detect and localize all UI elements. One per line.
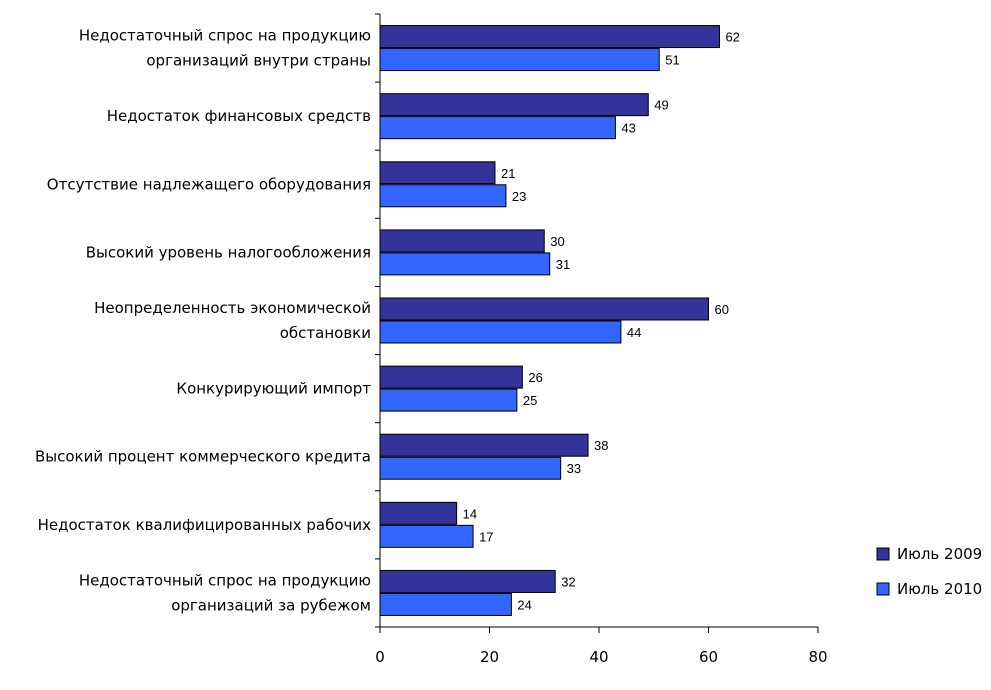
data-label: 33 — [567, 461, 581, 476]
bar-jul2009 — [379, 161, 496, 185]
bar-jul2010 — [379, 48, 660, 72]
data-label: 23 — [512, 189, 526, 204]
data-label: 26 — [528, 370, 542, 385]
category-label: Неопределенность экономической — [94, 299, 371, 317]
legend-label: Июль 2010 — [897, 580, 982, 598]
data-label: 60 — [715, 302, 729, 317]
bar-jul2009 — [379, 229, 545, 253]
x-tick-label: 40 — [589, 648, 608, 666]
data-label: 24 — [517, 597, 531, 612]
legend-swatch — [876, 582, 890, 596]
data-label: 49 — [654, 98, 668, 113]
data-label: 31 — [556, 257, 570, 272]
category-label: обстановки — [280, 324, 371, 342]
category-label: Отсутствие надлежащего оборудования — [47, 175, 371, 193]
plot-area: 62 51 Недостаточный спрос на продукцию орга… — [35, 13, 828, 666]
category-label: Высокий уровень налогообложения — [86, 243, 371, 261]
data-label: 51 — [665, 53, 679, 68]
bar-jul2010 — [379, 524, 474, 548]
bar-jul2009 — [379, 433, 589, 457]
bar-jul2010 — [379, 388, 518, 412]
data-label: 43 — [621, 121, 635, 136]
data-label: 38 — [594, 438, 608, 453]
legend: Июль 2009 Июль 2010 — [876, 545, 982, 598]
x-tick-label: 0 — [375, 648, 385, 666]
legend-swatch — [876, 547, 890, 561]
bar-jul2010 — [379, 592, 512, 616]
bar-jul2009 — [379, 93, 649, 117]
bar-jul2009 — [379, 297, 709, 321]
bar-jul2010 — [379, 456, 562, 480]
data-label: 32 — [561, 574, 575, 589]
x-tick-label: 80 — [808, 648, 827, 666]
x-tick-label: 20 — [480, 648, 499, 666]
bar-jul2010 — [379, 252, 551, 276]
category-label: Высокий процент коммерческого кредита — [35, 448, 371, 466]
category-label: организаций за рубежом — [171, 596, 371, 614]
data-label: 14 — [463, 506, 477, 521]
bar-jul2009 — [379, 501, 458, 525]
data-label: 62 — [725, 30, 739, 45]
bar-jul2010 — [379, 320, 622, 344]
category-label: Недостаток квалифицированных рабочих — [38, 516, 372, 534]
category-label: организаций внутри страны — [146, 52, 371, 70]
data-label: 25 — [523, 393, 537, 408]
category-label: Недостаточный спрос на продукцию — [79, 571, 371, 589]
category-label: Конкурирующий импорт — [176, 380, 371, 398]
x-tick-label: 60 — [699, 648, 718, 666]
data-label: 44 — [627, 325, 641, 340]
legend-label: Июль 2009 — [897, 545, 982, 563]
data-label: 21 — [501, 166, 515, 181]
bar-jul2009 — [379, 365, 523, 389]
category-label: Недостаточный спрос на продукцию — [79, 27, 371, 45]
bar-jul2009 — [379, 569, 556, 593]
data-label: 30 — [550, 234, 564, 249]
data-label: 17 — [479, 529, 493, 544]
bar-jul2009 — [379, 25, 720, 49]
bar-jul2010 — [379, 184, 507, 208]
category-label: Недостаток финансовых средств — [107, 107, 371, 125]
bar-jul2010 — [379, 116, 616, 140]
